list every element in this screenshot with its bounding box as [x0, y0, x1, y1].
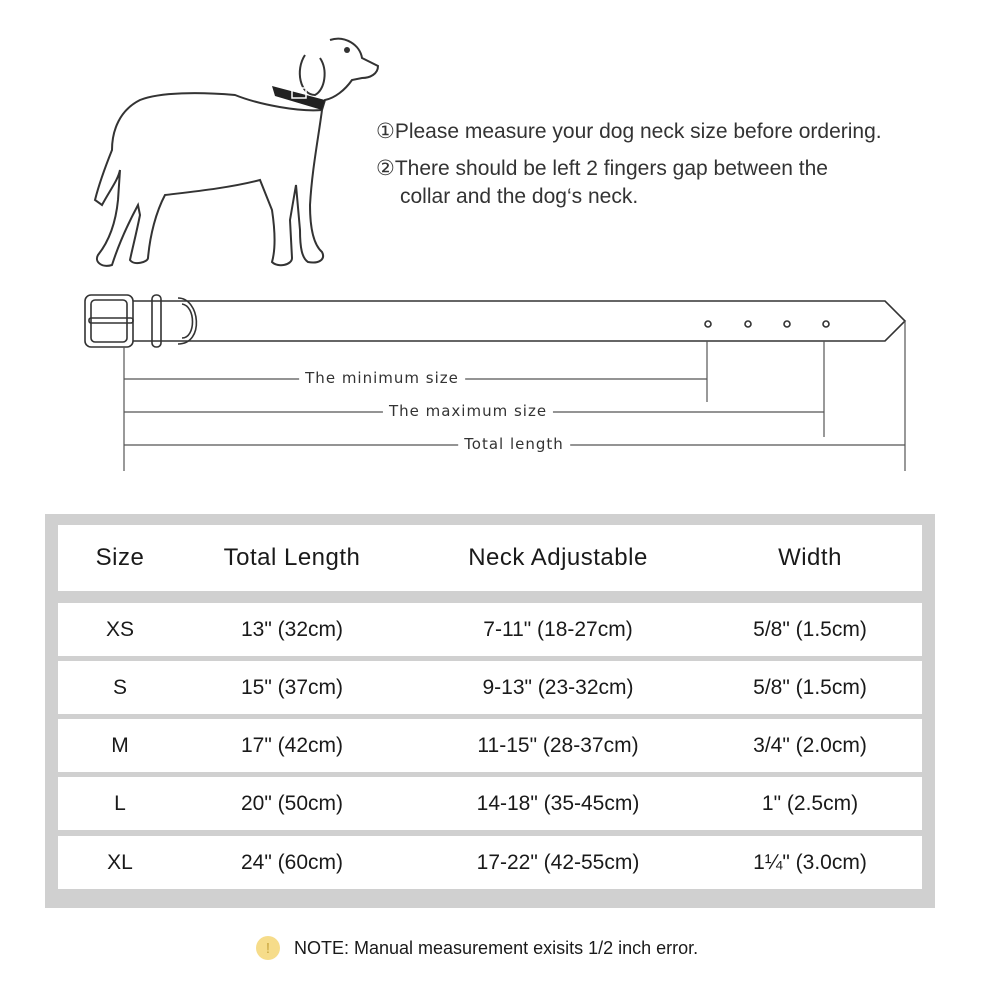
table-row: S 15" (37cm) 9-13" (23-32cm) 5/8" (1.5cm) [58, 661, 922, 714]
dog-ear [298, 54, 326, 97]
cell-total-length: 17" (42cm) [241, 733, 343, 757]
cell-size: XL [107, 850, 133, 874]
collar-keeper [151, 294, 162, 348]
table-row: M 17" (42cm) 11-15" (28-37cm) 3/4" (2.0cm) [58, 719, 922, 772]
collar-hole [783, 320, 791, 328]
header-width: Width [778, 544, 842, 571]
size-table: Size Total Length Neck Adjustable Width … [45, 514, 935, 908]
collar-buckle-pin [88, 317, 134, 324]
cell-total-length: 15" (37cm) [241, 675, 343, 699]
cell-width: 3/4" (2.0cm) [753, 733, 867, 757]
instruction-1: ①Please measure your dog neck size befor… [376, 120, 882, 143]
header-total-length: Total Length [223, 544, 361, 571]
cell-size: M [111, 733, 129, 757]
cell-neck-adjustable: 14-18" (35-45cm) [476, 791, 640, 815]
header-size: Size [95, 544, 145, 571]
dog-illustration [93, 37, 380, 267]
table-header-row: Size Total Length Neck Adjustable Width [58, 525, 922, 591]
table-row: L 20" (50cm) 14-18" (35-45cm) 1" (2.5cm) [58, 777, 922, 830]
collar-hole [704, 320, 712, 328]
cell-width: 1" (2.5cm) [761, 791, 859, 815]
collar-buckle-frame [84, 294, 134, 348]
table-row: XL 24" (60cm) 17-22" (42-55cm) 1¼" (3.0cm) [58, 836, 922, 889]
cell-total-length: 20" (50cm) [241, 791, 343, 815]
instruction-2-line-1: ②There should be left 2 fingers gap betw… [376, 157, 828, 180]
cell-size: L [114, 791, 126, 815]
cell-width: 5/8" (1.5cm) [753, 617, 867, 641]
min-size-label: The minimum size [299, 369, 465, 388]
exclamation-icon: ! [256, 936, 280, 960]
total-length-label: Total length [458, 435, 570, 454]
max-size-label: The maximum size [382, 402, 554, 421]
header-neck-adjustable: Neck Adjustable [468, 544, 648, 571]
cell-size: XS [105, 617, 135, 641]
cell-width: 1¼" (3.0cm) [753, 850, 867, 874]
cell-size: S [112, 675, 128, 699]
cell-total-length: 24" (60cm) [241, 850, 343, 874]
collar-hole [822, 320, 830, 328]
note-text: NOTE: Manual measurement exisits 1/2 inc… [294, 937, 699, 958]
cell-width: 5/8" (1.5cm) [753, 675, 867, 699]
cell-neck-adjustable: 9-13" (23-32cm) [482, 675, 634, 699]
collar-d-ring [177, 297, 198, 345]
cell-neck-adjustable: 11-15" (28-37cm) [477, 733, 639, 757]
cell-neck-adjustable: 17-22" (42-55cm) [476, 850, 640, 874]
dog-eye [344, 47, 350, 53]
collar-hole [744, 320, 752, 328]
dog-collar-buckle [291, 87, 307, 99]
instruction-2-line-2: collar and the dog‘s neck. [400, 185, 639, 208]
cell-total-length: 13" (32cm) [241, 617, 343, 641]
table-row: XS 13" (32cm) 7-11" (18-27cm) 5/8" (1.5cm) [58, 603, 922, 656]
dog-outline [93, 37, 380, 267]
note: ! NOTE: Manual measurement exisits 1/2 i… [256, 936, 698, 960]
cell-neck-adjustable: 7-11" (18-27cm) [483, 617, 633, 641]
